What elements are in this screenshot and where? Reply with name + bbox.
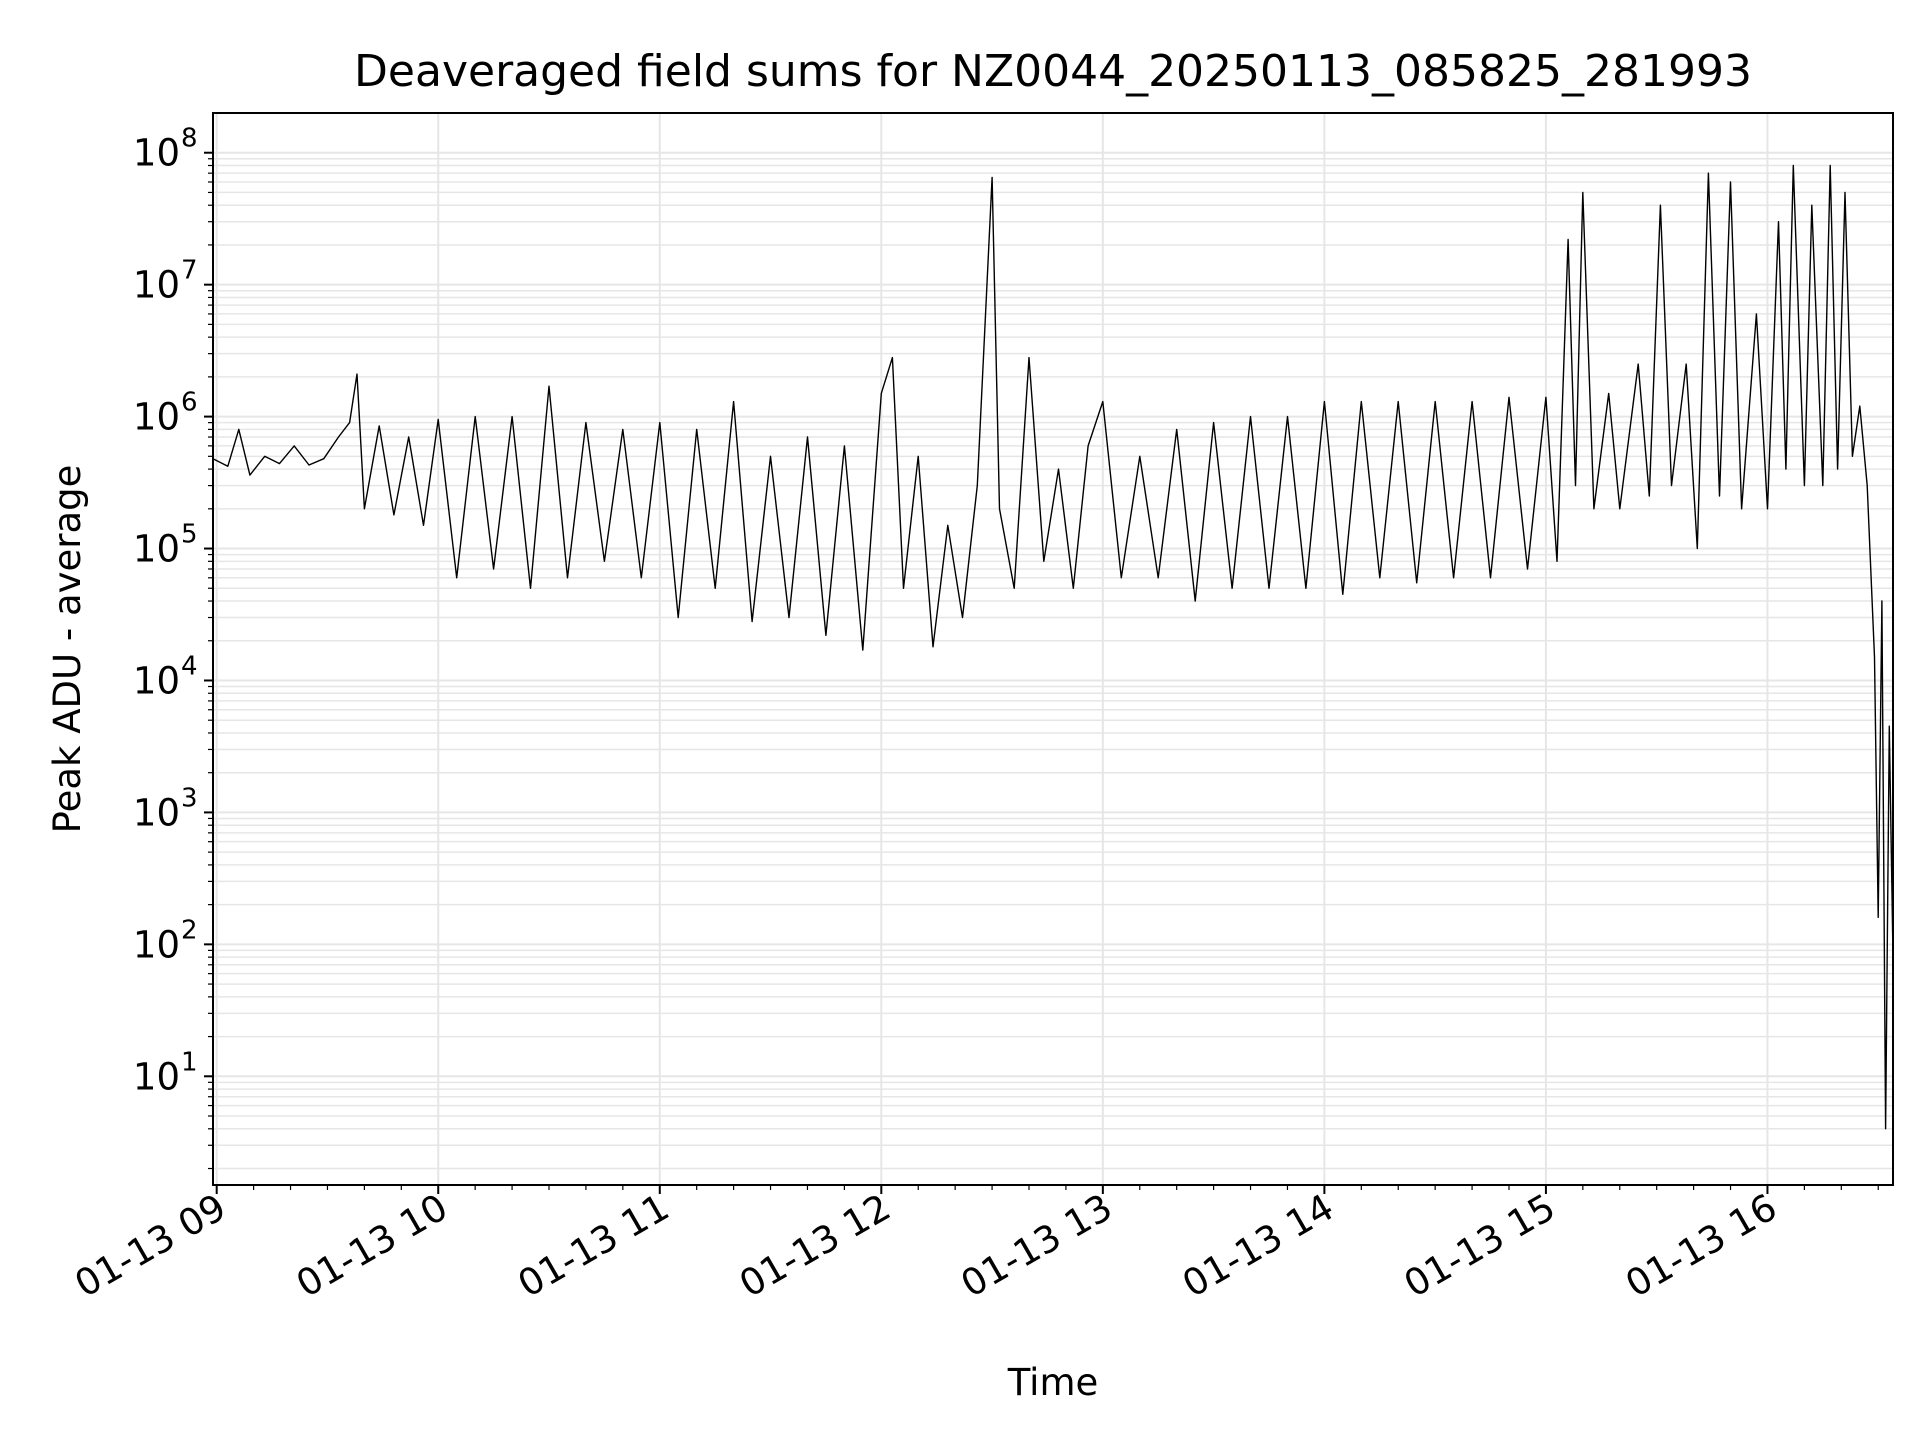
y-tick-exponent: 1 <box>181 1047 198 1077</box>
y-tick-exponent: 2 <box>181 915 198 945</box>
y-tick-base: 10 <box>133 923 180 966</box>
y-tick-base: 10 <box>133 132 180 175</box>
chart-title: Deaveraged field sums for NZ0044_2025011… <box>354 46 1752 97</box>
y-tick-label: 10 1 <box>133 1047 198 1098</box>
y-tick-label: 10 7 <box>133 256 198 307</box>
y-tick-label: 10 2 <box>133 915 198 966</box>
y-tick-exponent: 4 <box>181 651 198 681</box>
y-tick-exponent: 5 <box>181 520 198 550</box>
plot-frame <box>212 112 1894 1186</box>
grid <box>213 113 1893 1185</box>
y-tick-exponent: 3 <box>181 783 198 813</box>
y-axis-label: Peak ADU - average <box>46 465 89 834</box>
y-tick-base: 10 <box>133 659 180 702</box>
y-tick-base: 10 <box>133 396 180 439</box>
y-tick-label: 10 6 <box>133 388 198 439</box>
y-tick-label: 10 8 <box>133 124 198 175</box>
y-tick-label: 10 4 <box>133 651 198 702</box>
y-tick-base: 10 <box>133 791 180 834</box>
y-tick-base: 10 <box>133 528 180 571</box>
y-tick-exponent: 7 <box>181 256 198 286</box>
data-series <box>212 164 1894 1130</box>
x-axis-label: Time <box>1007 1361 1099 1404</box>
y-tick-label: 10 5 <box>133 520 198 571</box>
y-tick-exponent: 6 <box>181 388 198 418</box>
y-tick-exponent: 8 <box>181 124 198 154</box>
y-tick-label: 10 3 <box>133 783 198 834</box>
series-line <box>212 164 1894 1130</box>
y-tick-base: 10 <box>133 264 180 307</box>
y-tick-base: 10 <box>133 1055 180 1098</box>
